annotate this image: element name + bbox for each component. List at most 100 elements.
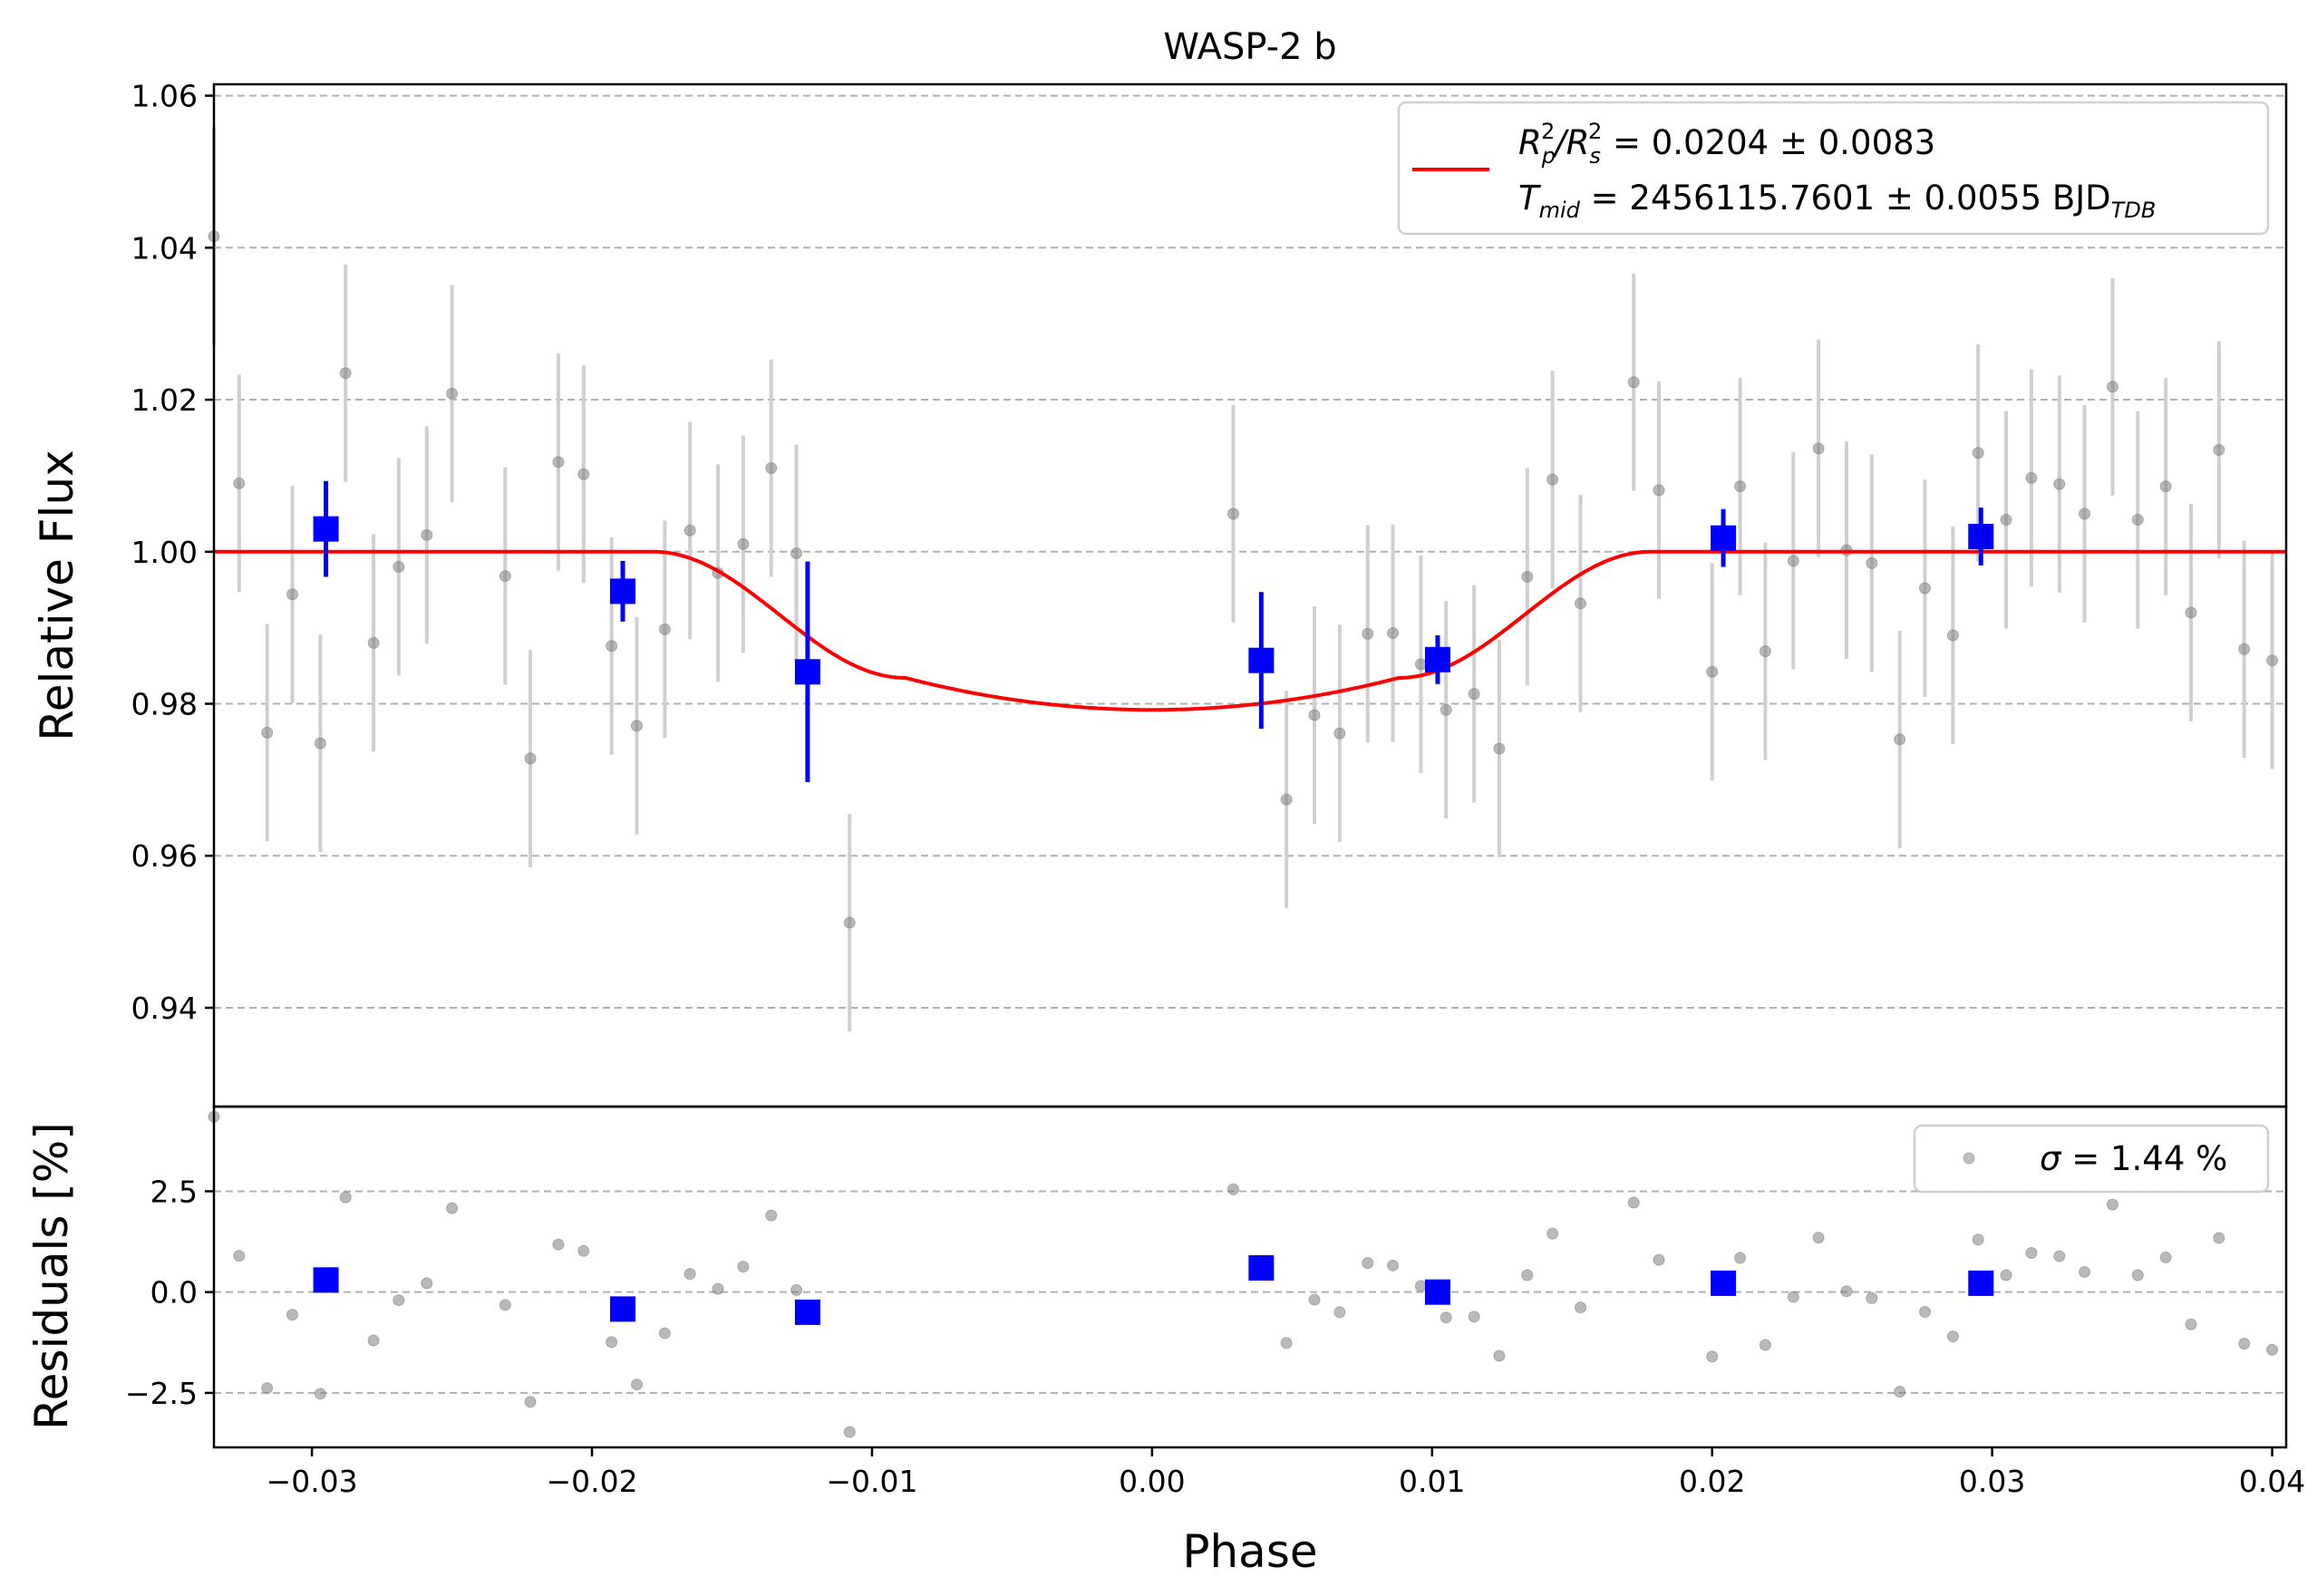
- raw-residual-point: [261, 1382, 274, 1395]
- binned-data-point: [794, 659, 820, 685]
- raw-data-point: [765, 462, 778, 475]
- raw-data-point: [339, 367, 352, 380]
- raw-data-point: [2053, 478, 2066, 490]
- raw-residual-point: [314, 1388, 326, 1400]
- residuals-legend-box: [1913, 1124, 2270, 1194]
- raw-residual-point: [524, 1396, 537, 1408]
- raw-data-point: [2131, 514, 2144, 527]
- raw-data-point: [524, 752, 537, 765]
- raw-residual-point: [446, 1202, 459, 1214]
- raw-data-point: [2213, 443, 2225, 456]
- raw-data-point: [1627, 376, 1640, 389]
- binned-data-point: [1968, 524, 1994, 550]
- binned-data-point: [1711, 525, 1737, 551]
- x-axis-label: Phase: [1182, 1525, 1317, 1578]
- raw-data-point: [1308, 709, 1321, 721]
- residuals-y-axis-label: Residuals [%]: [25, 1122, 78, 1430]
- binned-residual-points: [313, 1254, 1994, 1325]
- raw-residual-point: [1787, 1291, 1799, 1303]
- flux-y-tick-label: 0.94: [131, 991, 198, 1026]
- raw-residual-point: [1894, 1386, 1906, 1398]
- raw-residual-point: [499, 1299, 511, 1311]
- raw-data-point: [606, 640, 618, 653]
- raw-residual-point: [1493, 1349, 1506, 1362]
- raw-residual-point: [1812, 1232, 1825, 1244]
- flux-y-tick-label: 1.00: [131, 535, 198, 570]
- raw-data-point: [2106, 381, 2118, 393]
- residuals-y-tick-label: −2.5: [125, 1376, 198, 1411]
- raw-residual-point: [1575, 1301, 1587, 1314]
- binned-points: [313, 480, 1994, 782]
- raw-residual-point: [1653, 1253, 1665, 1266]
- raw-data-point: [393, 561, 405, 574]
- raw-data-point: [1575, 597, 1587, 610]
- raw-residual-point: [1546, 1227, 1559, 1240]
- binned-residual-point: [1248, 1254, 1275, 1281]
- flux-y-tick-label: 1.04: [131, 230, 198, 266]
- raw-residual-point: [737, 1261, 750, 1273]
- raw-residual-point: [2185, 1318, 2197, 1330]
- raw-residual-point: [1840, 1285, 1853, 1298]
- raw-residual-point: [552, 1238, 565, 1251]
- raw-residual-point: [790, 1283, 803, 1296]
- raw-data-point: [421, 528, 433, 541]
- raw-data-point: [843, 916, 856, 929]
- raw-data-point: [1946, 629, 1959, 642]
- legend-entry-sigma: σ = 1.44 %: [2040, 1139, 2227, 1178]
- flux-y-tick-label: 1.06: [131, 79, 198, 114]
- raw-residual-point: [339, 1191, 352, 1204]
- phase-x-tick-label: −0.03: [267, 1464, 358, 1499]
- flux-legend-box: [1397, 101, 2270, 236]
- flux-y-tick-label: 0.96: [131, 838, 198, 874]
- raw-data-point: [790, 547, 803, 559]
- raw-residual-point: [2131, 1269, 2144, 1282]
- residuals-legend: σ = 1.44 %: [1913, 1124, 2270, 1194]
- raw-data-point: [1706, 665, 1719, 678]
- flux-y-tick-label: 1.02: [131, 382, 198, 418]
- phase-x-tick-label: 0.04: [2239, 1464, 2305, 1499]
- raw-residual-point: [658, 1327, 671, 1340]
- raw-residual-point: [1308, 1293, 1321, 1306]
- raw-data-point: [367, 636, 380, 649]
- raw-data-point: [499, 570, 511, 583]
- residuals-y-tick-label: 0.0: [150, 1275, 198, 1311]
- raw-data-point: [552, 456, 565, 469]
- phase-x-tick-label: −0.02: [546, 1464, 637, 1499]
- raw-residual-point: [2106, 1198, 2118, 1211]
- phase-x-tick-label: 0.02: [1679, 1464, 1745, 1499]
- raw-residual-point: [1333, 1306, 1346, 1319]
- raw-residual-point: [1414, 1280, 1427, 1292]
- raw-residual-point: [1468, 1311, 1480, 1323]
- phase-x-ticks: −0.03 −0.02 −0.01 0.00 0.01 0.02 0.03 0.04: [267, 1447, 2305, 1499]
- raw-residual-point: [1759, 1339, 1771, 1351]
- flux-y-ticks: 0.94 0.96 0.98 1.00 1.02 1.04 1.06: [131, 79, 214, 1026]
- raw-data-point: [1493, 742, 1506, 755]
- raw-data-point: [1546, 473, 1559, 486]
- raw-data-point: [1787, 555, 1799, 567]
- raw-residual-point: [577, 1244, 590, 1257]
- binned-residual-point: [313, 1267, 339, 1293]
- raw-data-point: [2079, 508, 2091, 520]
- raw-residual-point: [393, 1294, 405, 1307]
- raw-data-point: [2185, 606, 2197, 619]
- raw-data-point: [1812, 442, 1825, 455]
- raw-data-point: [1414, 658, 1427, 671]
- raw-residual-point: [606, 1336, 618, 1349]
- residuals-panel: −2.5 0.0 2.5 −0.03 −0.02 −0.01 0.00 0.01 0.02 0.…: [25, 1105, 2305, 1578]
- raw-residual-point: [1440, 1311, 1452, 1324]
- phase-x-tick-label: 0.00: [1119, 1464, 1185, 1499]
- raw-residual-point: [2079, 1265, 2091, 1278]
- raw-residual-point: [1706, 1350, 1719, 1363]
- flux-y-axis-label: Relative Flux: [31, 450, 83, 740]
- raw-residual-point: [1362, 1257, 1374, 1270]
- raw-residual-point: [2213, 1232, 2225, 1244]
- raw-data-point: [2000, 514, 2012, 527]
- flux-y-tick-label: 0.98: [131, 687, 198, 722]
- binned-residual-point: [1711, 1270, 1737, 1296]
- phase-x-tick-label: 0.03: [1959, 1464, 2025, 1499]
- raw-residual-point: [2025, 1247, 2038, 1260]
- flux-axes-frame: [212, 82, 2288, 1108]
- raw-residual-point: [1734, 1252, 1747, 1264]
- raw-data-point: [2266, 654, 2279, 667]
